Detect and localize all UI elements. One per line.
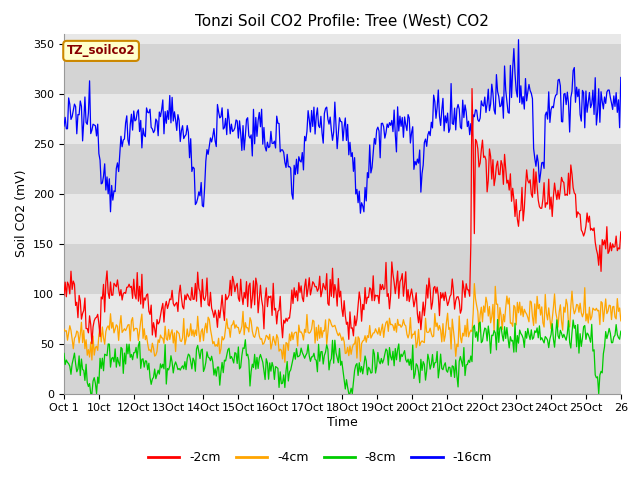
Bar [64,44,621,94]
Legend: -2cm, -4cm, -8cm, -16cm: -2cm, -4cm, -8cm, -16cm [143,446,497,469]
Bar [64,193,621,243]
Bar [64,243,621,294]
Bar [64,94,621,144]
Bar [64,144,621,193]
X-axis label: Time: Time [327,416,358,429]
Bar [64,294,621,344]
Title: Tonzi Soil CO2 Profile: Tree (West) CO2: Tonzi Soil CO2 Profile: Tree (West) CO2 [195,13,490,28]
Text: TZ_soilco2: TZ_soilco2 [67,44,136,58]
Bar [64,344,621,394]
Y-axis label: Soil CO2 (mV): Soil CO2 (mV) [15,170,28,257]
